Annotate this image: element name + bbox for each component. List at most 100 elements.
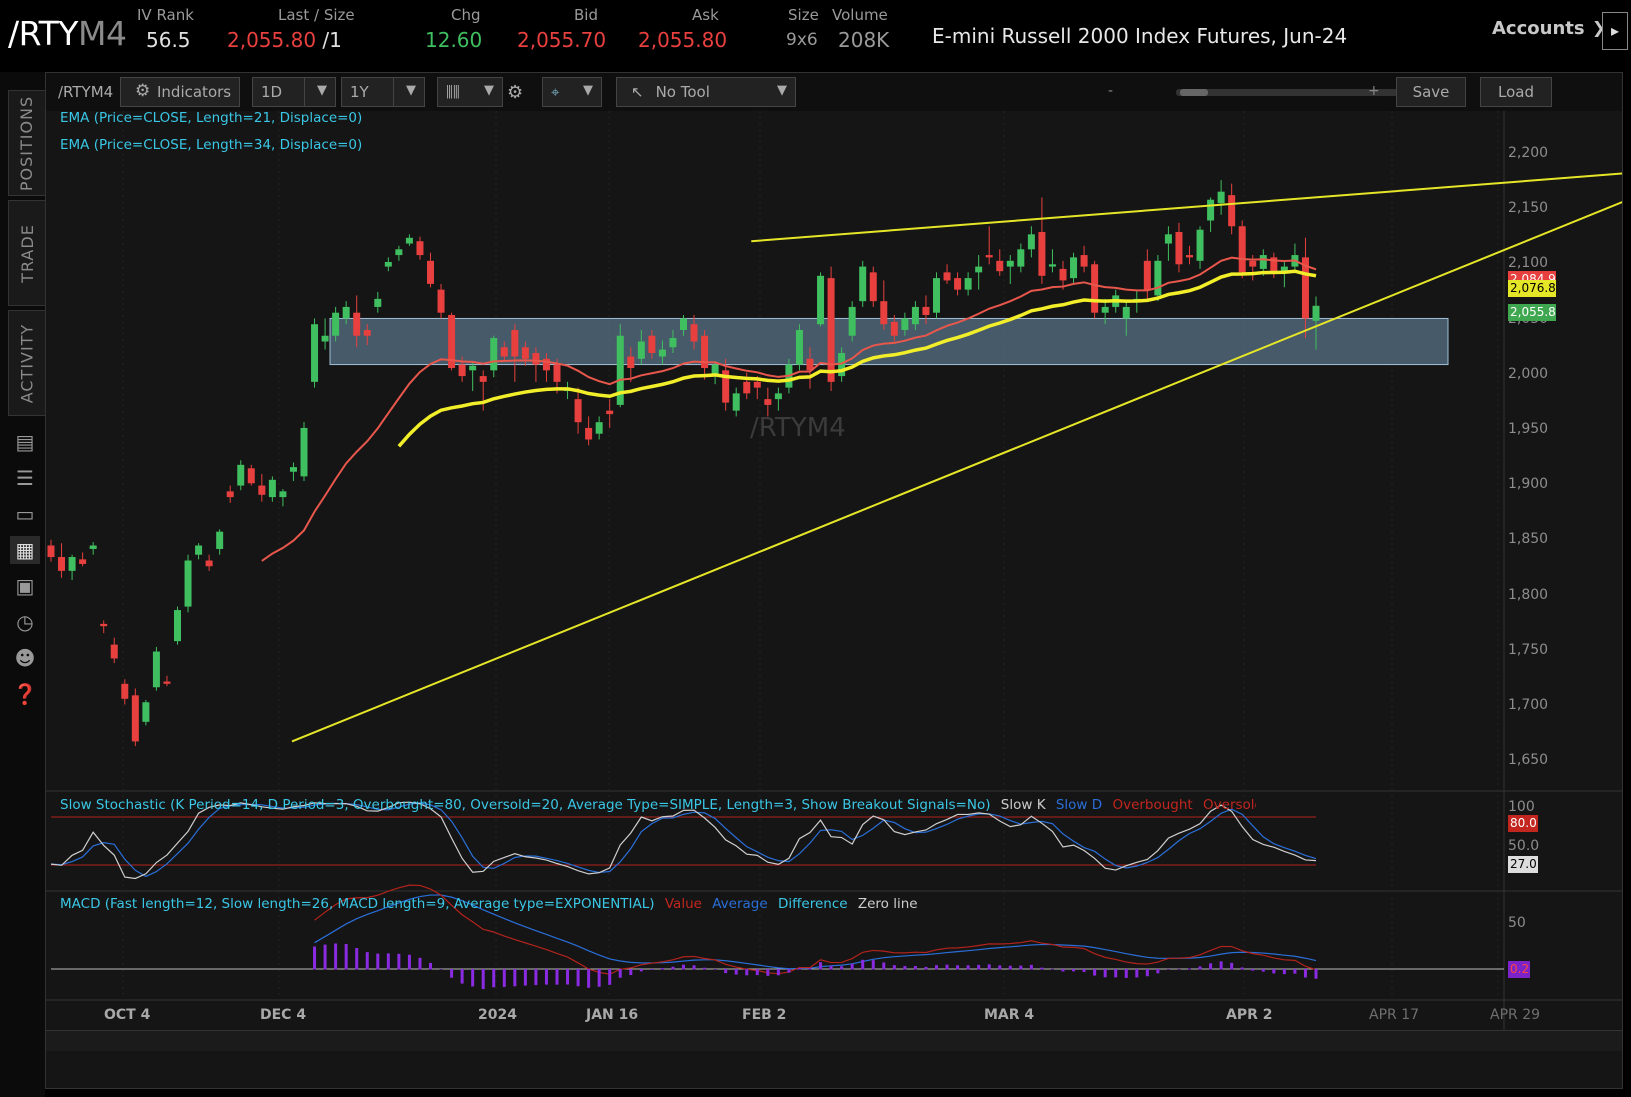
candle-body bbox=[553, 364, 561, 382]
date-axis-label: 2024 bbox=[478, 1007, 517, 1023]
candle-body bbox=[268, 479, 276, 498]
candle-body bbox=[743, 381, 751, 394]
candle-body bbox=[658, 349, 666, 357]
chart-icon[interactable]: ▦ bbox=[10, 536, 40, 564]
price-axis-label: 1,650 bbox=[1508, 752, 1549, 768]
candle-body bbox=[764, 399, 772, 405]
save-button[interactable]: Save bbox=[1396, 77, 1466, 107]
indicators-button[interactable]: ⚙ Indicators bbox=[120, 77, 240, 107]
macd-value-line bbox=[314, 884, 1317, 975]
list-icon[interactable]: ☰ bbox=[16, 466, 34, 490]
size-pair: 9x6 bbox=[786, 30, 818, 50]
ask-value[interactable]: 2,055.80 bbox=[638, 28, 728, 52]
tab-trade[interactable]: TRADE bbox=[8, 200, 46, 306]
zoom-slider-handle[interactable] bbox=[1180, 89, 1208, 96]
last-size-label: Last / Size bbox=[278, 6, 355, 24]
candle-body bbox=[933, 278, 940, 313]
candlestick-icon: ⫼⫼ bbox=[446, 83, 460, 101]
zoom-in-button[interactable]: + bbox=[1368, 83, 1380, 99]
candle-body bbox=[606, 410, 614, 415]
range-select[interactable]: 1Y ▼ bbox=[341, 77, 425, 107]
load-button[interactable]: Load bbox=[1480, 77, 1552, 107]
tab-positions[interactable]: POSITIONS bbox=[8, 90, 46, 196]
ema21-legend[interactable]: EMA (Price=CLOSE, Length=21, Displace=0) bbox=[60, 110, 363, 126]
tab-activity[interactable]: ACTIVITY bbox=[8, 310, 46, 416]
symbol-title[interactable]: /RTYM4 bbox=[8, 14, 127, 53]
candle-body bbox=[47, 545, 55, 558]
candle-body bbox=[532, 353, 540, 365]
candle-body bbox=[954, 278, 962, 290]
candle-body bbox=[1280, 266, 1288, 273]
chart-symbol[interactable]: /RTYM4 bbox=[58, 83, 114, 101]
news-icon[interactable]: ▤ bbox=[15, 430, 35, 454]
price-axis-label: 2,000 bbox=[1508, 366, 1549, 382]
zoom-out-button[interactable]: - bbox=[1108, 83, 1114, 99]
candle-body bbox=[174, 610, 181, 642]
size-label: Size bbox=[788, 6, 819, 24]
drawings-select[interactable]: ⌖ ▼ bbox=[542, 77, 602, 107]
aggregation-select[interactable]: 1D ▼ bbox=[252, 77, 336, 107]
candle-body bbox=[374, 298, 382, 307]
chart-style-select[interactable]: ⫼⫼ ▼ bbox=[437, 77, 503, 107]
volume-label: Volume bbox=[832, 6, 888, 24]
candle-body bbox=[669, 338, 677, 348]
tool-select[interactable]: ↖ No Tool ▼ bbox=[616, 77, 796, 107]
oversold-legend: Oversold bbox=[1203, 797, 1256, 813]
candle-body bbox=[616, 335, 624, 405]
aggregation-value: 1D bbox=[261, 83, 283, 101]
candle-body bbox=[975, 266, 983, 273]
candle-body bbox=[1143, 260, 1151, 290]
candle-body bbox=[1270, 257, 1278, 273]
help-icon[interactable]: ❓ bbox=[12, 682, 38, 706]
macd-legend[interactable]: MACD (Fast length=12, Slow length=26, MA… bbox=[60, 896, 920, 912]
price-axis-label: 1,850 bbox=[1508, 531, 1549, 547]
candle-body bbox=[216, 531, 224, 549]
candle-body bbox=[163, 681, 171, 684]
macd-axis-label: 50 bbox=[1508, 915, 1526, 931]
accounts-menu[interactable]: Accounts bbox=[1492, 18, 1585, 39]
settings-gear-icon[interactable]: ⚙ bbox=[507, 81, 524, 103]
bid-value[interactable]: 2,055.70 bbox=[517, 28, 607, 52]
slow-k-legend: Slow K bbox=[1000, 797, 1046, 813]
slow-d-legend: Slow D bbox=[1055, 797, 1103, 813]
ema34-legend[interactable]: EMA (Price=CLOSE, Length=34, Displace=0) bbox=[60, 137, 363, 153]
horizontal-scrollbar[interactable] bbox=[46, 1030, 1622, 1051]
candle-body bbox=[469, 365, 477, 371]
candle-body bbox=[595, 422, 603, 434]
stoch-axis-label: 100 bbox=[1508, 799, 1535, 815]
candle-body bbox=[869, 272, 877, 302]
candle-body bbox=[110, 644, 118, 659]
candle-body bbox=[964, 278, 972, 290]
candle-body bbox=[321, 335, 329, 342]
people-icon[interactable]: ☻ bbox=[14, 646, 36, 670]
collapse-panel-icon[interactable]: ▸ bbox=[1602, 12, 1628, 50]
candle-body bbox=[184, 560, 192, 607]
volume-value: 208K bbox=[838, 28, 890, 52]
stoch-value-tag: 27.0 bbox=[1508, 856, 1538, 873]
candle-body bbox=[574, 399, 582, 423]
candle-body bbox=[490, 338, 498, 371]
slow-d-line bbox=[50, 802, 1317, 878]
macd-zero-legend: Zero line bbox=[857, 896, 918, 912]
candle-body bbox=[838, 353, 846, 377]
grid-icon[interactable]: ▣ bbox=[15, 574, 35, 598]
range-value: 1Y bbox=[350, 83, 369, 101]
stochastic-legend[interactable]: Slow Stochastic (K Period=14, D Period=3… bbox=[60, 797, 1256, 813]
last-price-tag: 2,055.8 bbox=[1508, 304, 1556, 321]
price-chart[interactable] bbox=[46, 111, 1622, 1031]
candle-body bbox=[205, 560, 213, 567]
candle-body bbox=[142, 702, 150, 722]
trendline bbox=[751, 172, 1622, 243]
candle-body bbox=[911, 306, 919, 325]
candle-body bbox=[943, 272, 951, 281]
tv-icon[interactable]: ▭ bbox=[15, 502, 35, 526]
candle-body bbox=[79, 559, 87, 564]
candle-body bbox=[690, 324, 698, 342]
chart-window: /RTYM4 ⚙ Indicators 1D ▼ 1Y ▼ ⫼⫼ ▼ ⚙ ⌖ ▼… bbox=[45, 72, 1623, 1089]
zoom-slider[interactable] bbox=[1176, 89, 1398, 96]
candle-body bbox=[311, 324, 319, 382]
candle-body bbox=[1091, 264, 1099, 313]
candle-body bbox=[1312, 305, 1320, 321]
clock-icon[interactable]: ◷ bbox=[16, 610, 34, 634]
candle-body bbox=[226, 491, 234, 498]
